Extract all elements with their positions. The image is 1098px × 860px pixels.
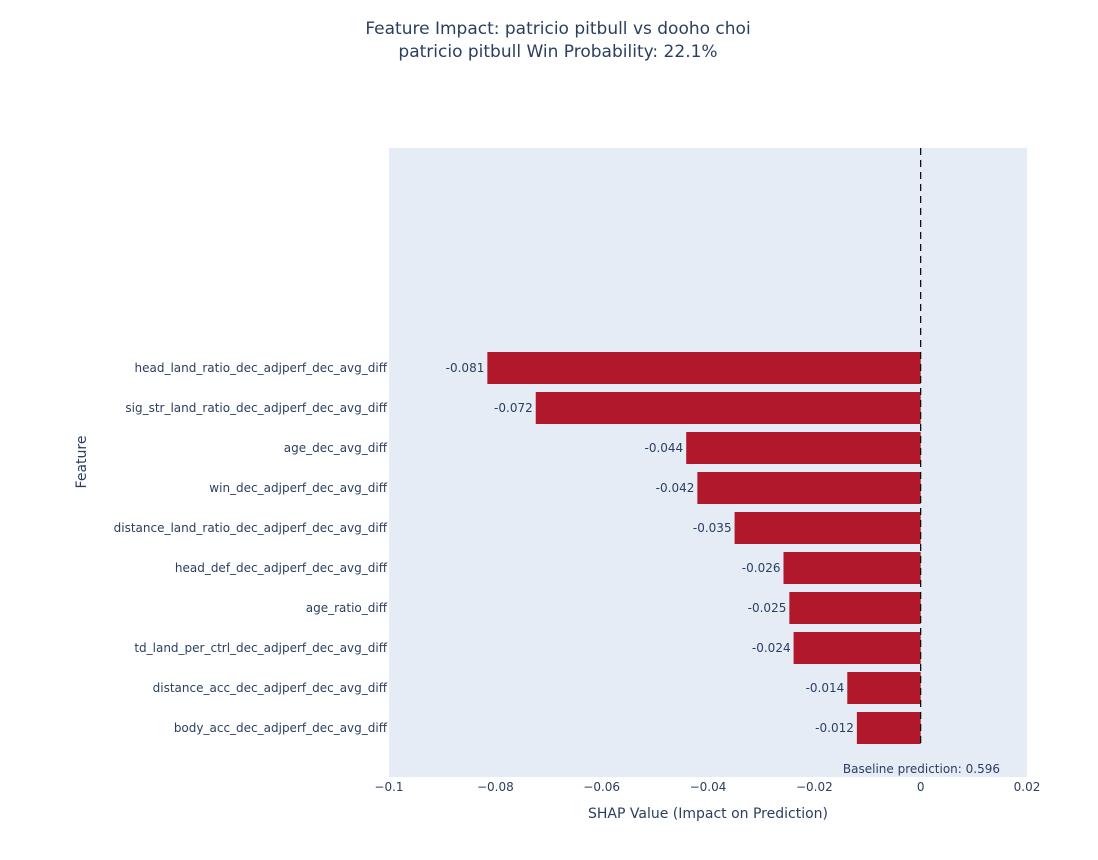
x-tick-label: 0.02 xyxy=(1014,780,1041,794)
x-axis-ticks: −0.1 −0.08 −0.06 −0.04 −0.02 0 0.02 xyxy=(374,780,1040,794)
bar-win_dec_adjperf_dec_avg_diff xyxy=(697,472,921,504)
bar-td_land_per_ctrl_dec_adjperf_dec_avg_diff xyxy=(793,632,921,664)
bar-value-label: -0.026 xyxy=(742,561,781,575)
chart-subtitle: patricio pitbull Win Probability: 22.1% xyxy=(398,42,717,62)
x-tick-label: −0.08 xyxy=(477,780,514,794)
bar-value-label: -0.025 xyxy=(748,601,787,615)
bar-head_land_ratio_dec_adjperf_dec_avg_diff xyxy=(487,352,921,384)
bar-value-label: -0.072 xyxy=(494,401,533,415)
y-tick-label: age_ratio_diff xyxy=(306,601,388,615)
y-tick-label: distance_land_ratio_dec_adjperf_dec_avg_… xyxy=(114,521,388,535)
x-tick-label: −0.04 xyxy=(690,780,727,794)
y-tick-label: sig_str_land_ratio_dec_adjperf_dec_avg_d… xyxy=(125,401,387,415)
baseline-annotation: Baseline prediction: 0.596 xyxy=(843,762,1000,776)
bar-value-label: -0.035 xyxy=(693,521,732,535)
bar-value-label: -0.044 xyxy=(645,441,684,455)
y-axis-ticks: head_land_ratio_dec_adjperf_dec_avg_diff… xyxy=(114,361,388,735)
bar-sig_str_land_ratio_dec_adjperf_dec_avg_diff xyxy=(535,392,921,424)
bar-value-label: -0.042 xyxy=(656,481,695,495)
bar-labels-group: -0.081 -0.072 -0.044 -0.042 -0.035 -0.026 -0.0… xyxy=(446,361,854,735)
bar-value-label: -0.012 xyxy=(815,721,854,735)
bar-value-label: -0.014 xyxy=(806,681,845,695)
y-tick-label: body_acc_dec_adjperf_dec_avg_diff xyxy=(174,721,388,735)
x-tick-label: −0.1 xyxy=(374,780,403,794)
y-tick-label: td_land_per_ctrl_dec_adjperf_dec_avg_dif… xyxy=(134,641,387,655)
bar-value-label: -0.024 xyxy=(752,641,791,655)
y-tick-label: age_dec_avg_diff xyxy=(284,441,388,455)
bar-distance_acc_dec_adjperf_dec_avg_diff xyxy=(847,672,921,704)
x-tick-label: 0 xyxy=(917,780,925,794)
x-tick-label: −0.02 xyxy=(796,780,833,794)
bar-age_dec_avg_diff xyxy=(686,432,921,464)
y-tick-label: head_def_dec_adjperf_dec_avg_diff xyxy=(175,561,388,575)
y-tick-label: distance_acc_dec_adjperf_dec_avg_diff xyxy=(153,681,388,695)
bar-age_ratio_diff xyxy=(789,592,921,624)
bar-value-label: -0.081 xyxy=(446,361,485,375)
bar-distance_land_ratio_dec_adjperf_dec_avg_diff xyxy=(734,512,921,544)
x-tick-label: −0.06 xyxy=(583,780,620,794)
x-axis-title: SHAP Value (Impact on Prediction) xyxy=(588,806,828,822)
bar-head_def_dec_adjperf_dec_avg_diff xyxy=(783,552,921,584)
chart-title: Feature Impact: patricio pitbull vs dooh… xyxy=(365,19,750,39)
bar-body_acc_dec_adjperf_dec_avg_diff xyxy=(856,712,921,744)
y-tick-label: win_dec_adjperf_dec_avg_diff xyxy=(209,481,387,495)
y-axis-title: Feature xyxy=(74,436,90,489)
y-tick-label: head_land_ratio_dec_adjperf_dec_avg_diff xyxy=(135,361,388,375)
bars-group xyxy=(487,352,921,744)
